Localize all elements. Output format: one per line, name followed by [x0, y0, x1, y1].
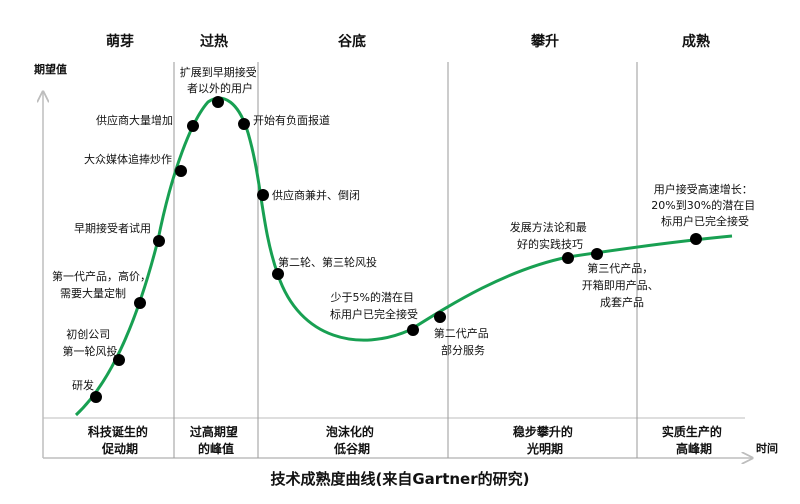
annotation-vendors-increase: 供应商大量增加	[96, 113, 173, 127]
bottom-label-trigger: 科技诞生的 促动期	[88, 424, 152, 456]
milestone-dot	[187, 120, 199, 132]
milestone-dot	[175, 165, 187, 177]
diagram-title: 技术成熟度曲线(来自Gartner的研究)	[271, 470, 530, 488]
bottom-label-peak: 过高期望 的峰值	[190, 424, 242, 456]
annotation-less-than-5: 少于5%的潜在目 标用户已完全接受	[330, 290, 418, 321]
milestone-dot	[257, 189, 269, 201]
milestone-dot	[90, 391, 102, 403]
milestone-dot	[272, 268, 284, 280]
annotation-startup: 初创公司 第一轮风投	[63, 327, 118, 358]
annotation-high-growth: 用户接受高速增长： 20%到30%的潜在目 标用户已完全接受	[651, 182, 758, 228]
phase-label: 谷底	[338, 33, 366, 50]
phase-label: 攀升	[531, 33, 559, 50]
milestone-dot	[238, 118, 250, 130]
annotation-rnd: 研发	[72, 378, 94, 392]
annotation-best-practices: 发展方法论和最 好的实践技巧	[510, 220, 591, 251]
milestone-dot	[591, 248, 603, 260]
bottom-label-trough: 泡沫化的 低谷期	[326, 424, 378, 456]
phase-label: 萌芽	[106, 33, 134, 50]
milestone-dot	[212, 96, 224, 108]
annotation-second-round: 第二轮、第三轮风投	[278, 255, 377, 269]
annotation-consolidation: 供应商兼并、倒闭	[272, 188, 360, 202]
annotation-expand-users: 扩展到早期接受 者以外的用户	[180, 65, 261, 95]
bottom-label-plateau: 实质生产的 高峰期	[662, 424, 726, 456]
milestone-dot	[407, 324, 419, 336]
milestone-dot	[153, 235, 165, 247]
milestone-dot	[434, 311, 446, 323]
bottom-label-slope: 稳步攀升的 光明期	[513, 424, 577, 456]
annotation-early-adopters: 早期接受者试用	[74, 222, 151, 235]
milestone-dot	[113, 354, 125, 366]
milestone-dot	[562, 252, 574, 264]
annotation-first-gen: 第一代产品，高价， 需要大量定制	[52, 269, 155, 300]
y-axis-label: 期望值	[34, 62, 67, 76]
milestone-dots	[90, 96, 702, 403]
annotation-second-gen: 第二代产品 部分服务	[434, 326, 493, 357]
annotation-negative-press: 开始有负面报道	[253, 113, 330, 127]
phase-label: 成熟	[682, 33, 710, 50]
x-axis-label: 时间	[756, 441, 778, 455]
annotation-third-gen: 第三代产品， 开箱即用产品、 成套产品	[582, 261, 663, 309]
milestone-dot	[690, 233, 702, 245]
annotation-media-hype: 大众媒体追捧炒作	[84, 152, 172, 166]
milestone-dot	[134, 297, 146, 309]
phase-label: 过热	[200, 33, 228, 50]
